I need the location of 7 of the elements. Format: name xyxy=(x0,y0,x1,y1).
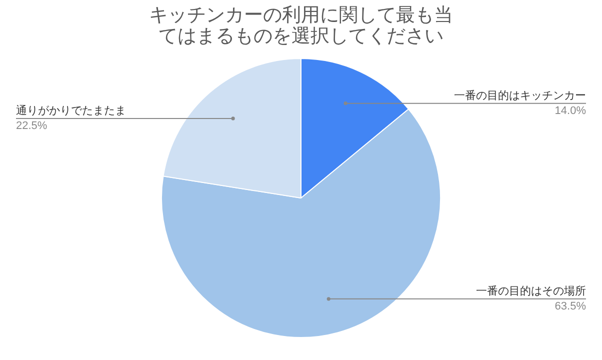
slice-label: 一番の目的はキッチンカー xyxy=(454,88,586,102)
slice-label: 一番の目的はその場所 xyxy=(476,284,586,298)
data-label: 63.5% xyxy=(554,300,586,312)
data-label: 14.0% xyxy=(554,104,586,117)
data-label: 22.5% xyxy=(16,120,48,132)
chart-title: キッチンカーの利用に関して最も当てはまるものを選択してください xyxy=(148,5,454,48)
slice-label: 通りがかりでたまたま xyxy=(16,104,126,117)
